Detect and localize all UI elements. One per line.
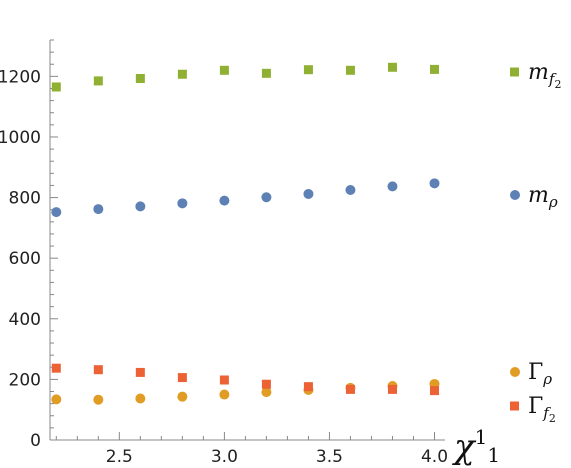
x-axis-label: χ11	[452, 425, 500, 467]
data-point-square	[177, 69, 187, 79]
legend-marker	[510, 190, 520, 200]
data-point-square	[429, 386, 439, 396]
ticks: 0 200 400 600 800 1000 1200 2.5 3.0 3.5 4.0	[0, 39, 448, 467]
data-point-circle	[345, 185, 356, 195]
data-point-square	[261, 379, 271, 389]
data-point-circle	[303, 188, 314, 199]
data-point-circle	[219, 195, 230, 206]
legend-marker	[510, 367, 520, 377]
x-tick-label: 3.5	[316, 447, 343, 467]
data-point-square	[303, 65, 313, 75]
data-point-circle	[261, 387, 272, 398]
data-point-circle	[135, 393, 146, 404]
legend: mf2 mρ Γρ Γf2	[510, 60, 561, 425]
data-point-square	[219, 375, 229, 385]
y-tick-label: 600	[9, 249, 41, 269]
data-point-square	[135, 73, 145, 83]
x-tick-label: 4.0	[421, 447, 448, 467]
data-point-circle	[135, 201, 146, 212]
data-point-square	[429, 64, 439, 74]
x-tick-label: 2.5	[106, 447, 133, 467]
y-tick-label: 0	[30, 431, 41, 451]
y-tick-label: 400	[9, 310, 41, 330]
data-point-circle	[93, 204, 104, 215]
data-point-circle	[387, 181, 398, 192]
data-point-square	[51, 82, 61, 92]
data-point-square	[177, 373, 187, 383]
legend-label: mf2	[528, 60, 561, 91]
data-point-square	[303, 382, 313, 392]
data-point-circle	[93, 394, 104, 405]
data-point-square	[51, 363, 61, 373]
legend-label: Γf2	[528, 394, 556, 425]
data-point-square	[93, 76, 103, 86]
y-tick-label: 1200	[0, 67, 41, 87]
y-tick-label: 800	[9, 189, 41, 209]
legend-marker	[510, 67, 519, 77]
data-point-square	[93, 365, 103, 375]
data-point-square	[345, 65, 355, 75]
data-point-circle	[177, 198, 188, 209]
data-point-circle	[51, 207, 62, 218]
data-point-square	[219, 65, 229, 75]
data-point-square	[345, 384, 355, 394]
data-point-circle	[177, 391, 188, 402]
x-tick-label: 3.0	[211, 447, 238, 467]
y-tick-label: 1000	[0, 128, 41, 148]
data-point-circle	[219, 389, 230, 400]
legend-marker	[510, 401, 519, 411]
data-point-square	[387, 62, 397, 72]
data-point-circle	[51, 394, 62, 405]
data-point-square	[135, 367, 145, 377]
data-point-square	[261, 68, 271, 78]
data-point-circle	[261, 192, 272, 203]
data-points	[51, 62, 440, 405]
legend-label: mρ	[528, 183, 558, 211]
data-point-circle	[429, 178, 440, 189]
legend-label: Γρ	[528, 360, 552, 388]
axes	[49, 40, 445, 441]
y-tick-label: 200	[9, 370, 41, 390]
data-point-square	[387, 384, 397, 394]
